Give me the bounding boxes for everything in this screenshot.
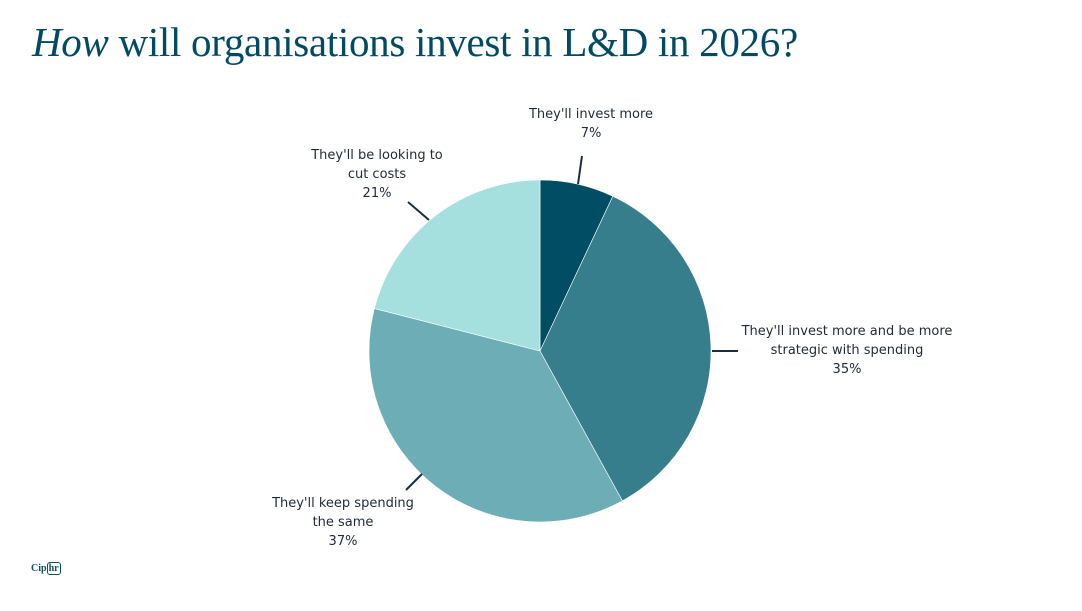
data-label-value: 21% <box>363 186 392 201</box>
data-label-1: They'll invest more and be more strategic… <box>741 324 953 377</box>
data-label-2: They'll keep spending the same 37% <box>271 496 414 549</box>
data-label-text: They'll invest more <box>528 107 653 122</box>
data-label-text: They'll be looking to <box>310 148 443 163</box>
title-rest: will organisations invest in L&D in 2026… <box>108 19 799 65</box>
data-label-text: They'll invest more and be more <box>741 324 953 339</box>
leader-line-0 <box>577 155 583 185</box>
data-label-0: They'll invest more 7% <box>528 107 653 141</box>
data-label-3: They'll be looking to cut costs 21% <box>310 148 443 201</box>
data-label-text: strategic with spending <box>771 343 924 358</box>
title-emphasis: How <box>32 19 109 65</box>
pie-slices <box>368 179 712 523</box>
data-label-value: 7% <box>581 126 602 141</box>
pie-slice-2 <box>368 308 623 523</box>
data-labels: They'll invest more 7%They'll invest more… <box>271 107 952 549</box>
data-label-text: the same <box>313 515 374 530</box>
data-label-text: cut costs <box>348 167 407 182</box>
data-label-value: 37% <box>329 534 358 549</box>
logo-text-b: hr <box>46 562 61 575</box>
data-label-value: 35% <box>833 362 862 377</box>
leader-line-3 <box>407 201 430 221</box>
leader-lines <box>405 155 738 491</box>
logo-text-a: Cip <box>31 563 47 574</box>
pie-slice-1 <box>539 195 712 502</box>
page-title: How will organisations invest in L&D in … <box>32 18 798 66</box>
leader-line-2 <box>405 473 423 491</box>
data-label-text: They'll keep spending <box>271 496 414 511</box>
pie-slice-3 <box>374 179 541 352</box>
ciphr-logo: Cip hr <box>31 562 61 575</box>
